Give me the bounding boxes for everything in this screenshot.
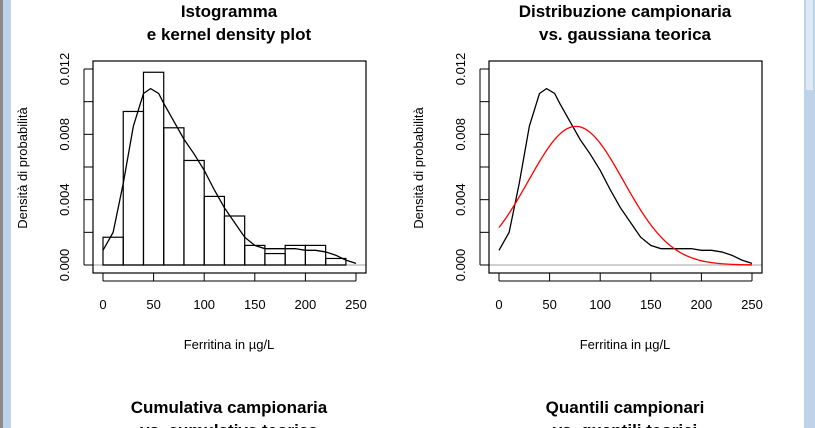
x-tick-label: 200: [295, 297, 317, 312]
kde-line: [498, 87, 753, 264]
x-tick-label: 250: [741, 297, 763, 312]
y-tick-label: 0.004: [453, 183, 468, 216]
x-tick-label: 50: [146, 297, 160, 312]
y-tick-label: 0.012: [453, 53, 468, 86]
gaussian-line: [498, 125, 753, 266]
x-tick-label: 50: [542, 297, 556, 312]
histogram-bar: [264, 252, 286, 266]
x-tick-label: 150: [640, 297, 662, 312]
x-tick-label: 0: [99, 297, 106, 312]
histogram-bar: [163, 127, 185, 266]
chart-title-line1: Distribuzione campionaria: [519, 2, 732, 21]
plot-box: [92, 60, 367, 274]
y-axis-label: Densità di probabilità: [15, 107, 30, 229]
chart-title-line2: e kernel density plot: [147, 25, 312, 44]
histogram-bar: [102, 236, 124, 266]
histogram-bar: [325, 257, 347, 266]
y-tick-label: 0.008: [453, 118, 468, 151]
window-frame-right: [804, 0, 815, 428]
y-tick-label: 0.012: [57, 53, 72, 86]
x-tick-label: 0: [495, 297, 502, 312]
chart-title-line1: Istogramma: [181, 2, 278, 21]
x-axis-label: Ferritina in µg/L: [184, 337, 275, 352]
x-tick-label: 150: [244, 297, 266, 312]
y-axis-label: Densità di probabilità: [411, 107, 426, 229]
histogram-bar: [183, 159, 205, 266]
x-tick-label: 200: [691, 297, 713, 312]
window-border-left: [0, 0, 3, 428]
plot-box: [488, 60, 763, 274]
histogram-bar: [203, 195, 226, 266]
chart-title-line2: vs. quantili teorici: [553, 421, 698, 428]
scrollbar-thumb[interactable]: [806, 0, 813, 90]
x-tick-label: 250: [345, 297, 367, 312]
y-tick-label: 0.000: [57, 249, 72, 282]
histogram-bar: [122, 110, 145, 266]
x-tick-label: 100: [193, 297, 215, 312]
y-tick-label: 0.000: [453, 249, 468, 282]
window-frame-left: [3, 0, 11, 428]
chart-title-line1: Cumulativa campionaria: [131, 398, 328, 417]
chart-title-line1: Quantili campionari: [546, 398, 705, 417]
histogram-bar: [223, 215, 246, 266]
chart-title-line2: vs. gaussiana teorica: [539, 25, 712, 44]
x-axis-label: Ferritina in µg/L: [580, 337, 671, 352]
histogram-bar: [142, 71, 165, 266]
y-tick-label: 0.004: [57, 183, 72, 216]
histogram-bar: [304, 244, 327, 266]
x-tick-label: 100: [589, 297, 611, 312]
chart-title-line2: vs. cumulativa teorica: [140, 421, 318, 428]
kde-line: [102, 87, 357, 264]
y-tick-label: 0.008: [57, 118, 72, 151]
